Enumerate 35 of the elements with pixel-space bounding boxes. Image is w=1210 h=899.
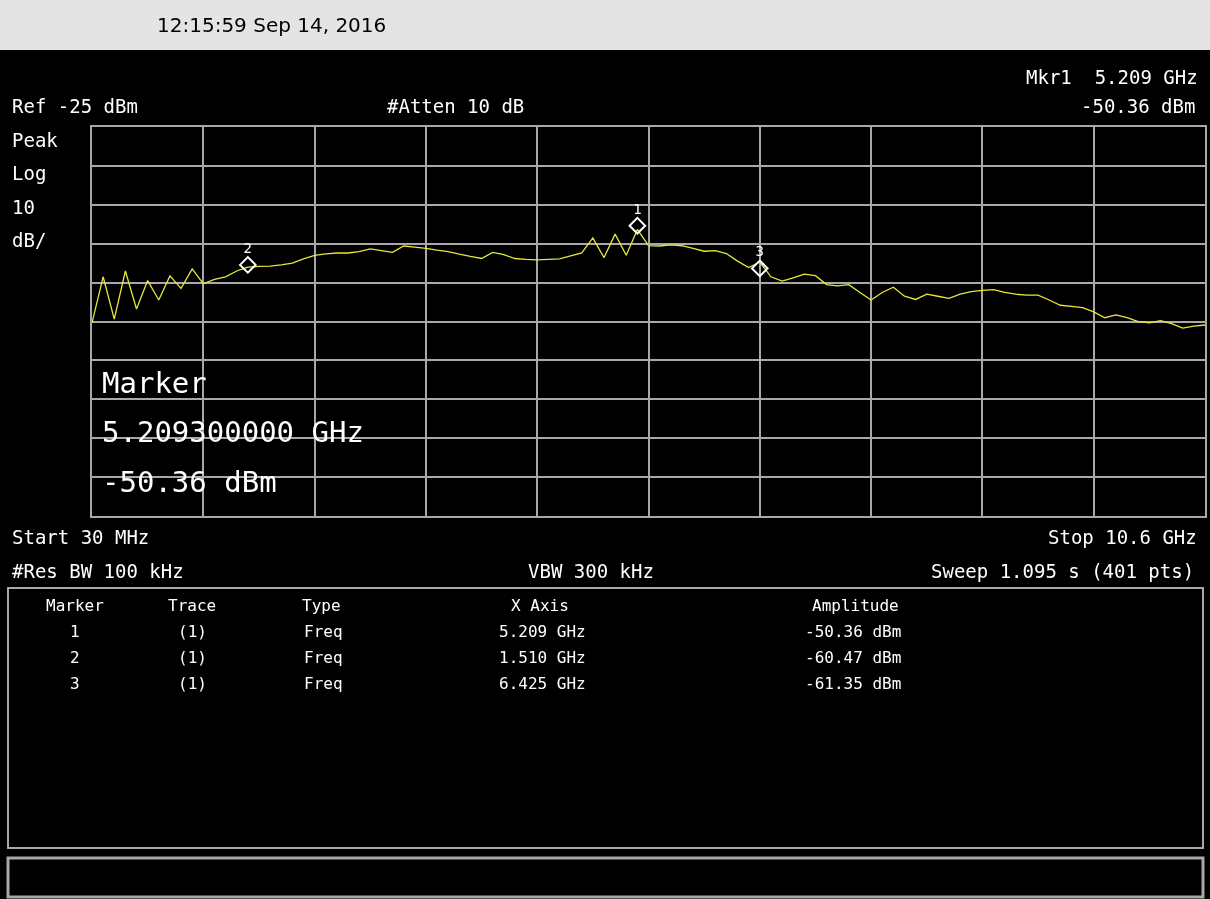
text: (1)	[178, 648, 207, 667]
text: Freq	[304, 622, 343, 641]
text: -50.36 dBm	[1081, 95, 1196, 117]
text: 5.209 GHz	[499, 622, 586, 641]
text: (1)	[178, 622, 207, 641]
text: 10	[12, 196, 35, 218]
text: Freq	[304, 674, 343, 693]
text: #Atten 10 dB	[387, 95, 525, 117]
text: #Res BW 100 kHz	[12, 560, 184, 582]
text: -50.36 dBm	[805, 622, 902, 641]
chart-title: 12:15:59 Sep 14, 2016	[157, 13, 387, 37]
text: Start 30 MHz	[12, 526, 150, 548]
text: (1)	[178, 674, 207, 693]
text: Marker	[46, 596, 105, 615]
text: Amplitude	[812, 596, 899, 615]
text: 1.510 GHz	[499, 648, 586, 667]
text: -61.35 dBm	[805, 674, 902, 693]
text: 6.425 GHz	[499, 674, 586, 693]
text: Mkr1 5.209 GHz	[1026, 66, 1198, 88]
text: Peak	[12, 129, 59, 151]
text: Sweep 1.095 s (401 pts)	[931, 560, 1195, 582]
text: 3	[70, 674, 80, 693]
text: 1	[70, 622, 80, 641]
text: Ref -25 dBm	[12, 95, 138, 117]
series-label: 2	[243, 239, 253, 256]
text: Freq	[304, 648, 343, 667]
text: Log	[12, 162, 47, 184]
text: VBW 300 kHz	[528, 560, 654, 582]
text: Trace	[168, 596, 217, 615]
text: 2	[70, 648, 80, 667]
text: Stop 10.6 GHz	[1048, 526, 1197, 548]
text: -60.47 dBm	[805, 648, 902, 667]
text: Type	[302, 596, 341, 615]
text: X Axis	[511, 596, 569, 615]
text: dB/	[12, 229, 47, 251]
